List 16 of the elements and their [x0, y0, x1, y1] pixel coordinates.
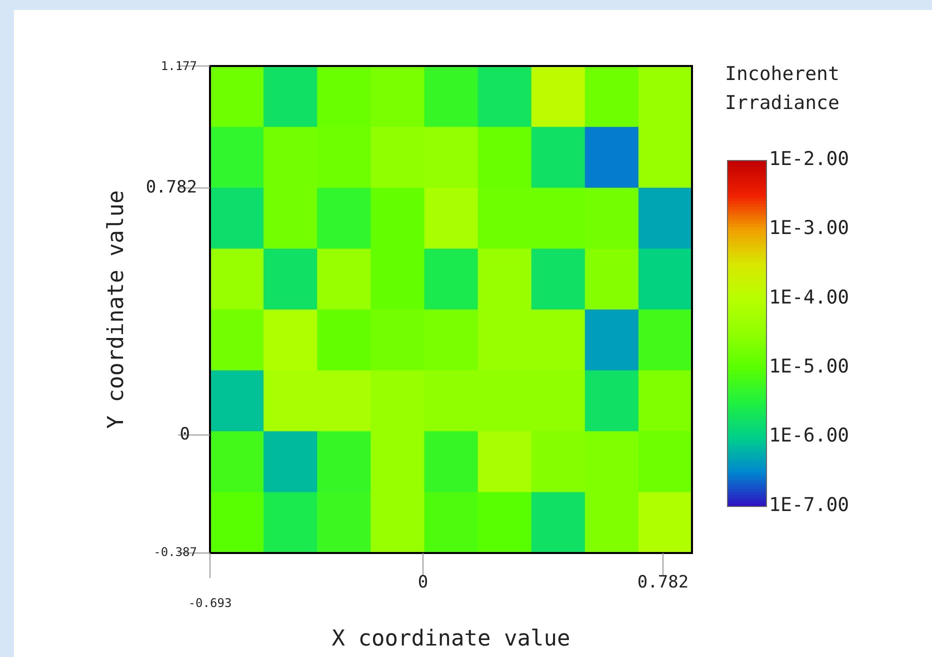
x-axis-title: X coordinate value	[332, 626, 570, 652]
color-bar-label: 1E-4.00	[769, 286, 850, 308]
color-bar-label: 1E-2.00	[769, 148, 850, 170]
y-axis-title: Y coordinate value	[104, 190, 129, 429]
color-bar-label: 1E-5.00	[769, 356, 850, 378]
color-bar-label: 1E-6.00	[769, 424, 850, 447]
text: 0.782	[146, 177, 197, 198]
text: -0.693	[188, 596, 232, 610]
text: -0.387	[154, 545, 197, 560]
color-bar-label: 1E-3.00	[769, 217, 850, 240]
text: 0.782	[637, 572, 689, 592]
text: 0	[418, 572, 428, 592]
color-bar-label: 1E-7.00	[769, 494, 850, 516]
text: 1.177	[160, 59, 197, 74]
color-bar-title: Incoherent Irradiance	[725, 63, 840, 114]
text: 0	[180, 424, 190, 444]
